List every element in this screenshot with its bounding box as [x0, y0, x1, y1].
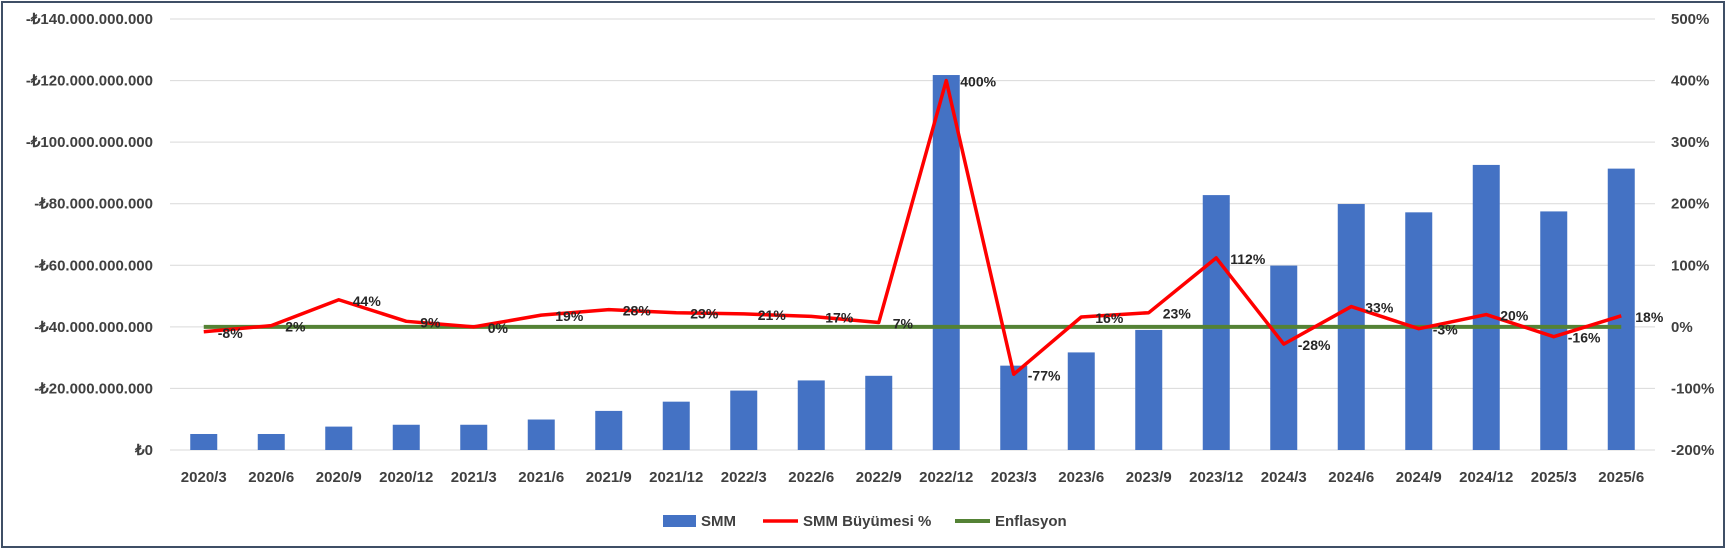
left-tick-label: -₺120.000.000.000 — [26, 73, 153, 90]
smm-bar — [662, 401, 690, 450]
smm-bar — [257, 433, 285, 450]
x-tick-label: 2020/12 — [379, 469, 433, 486]
left-tick-label: -₺80.000.000.000 — [34, 196, 153, 213]
growth-data-label: 112% — [1230, 251, 1266, 267]
right-tick-label: 500% — [1671, 11, 1709, 28]
x-tick-label: 2025/3 — [1531, 469, 1577, 486]
growth-data-label: -16% — [1568, 330, 1601, 346]
right-axis-ticks: -200% -100% 0% 100% 200% 300% 400% 500% — [1671, 11, 1714, 459]
right-tick-label: 200% — [1671, 196, 1709, 213]
left-tick-label: ₺0 — [134, 442, 153, 459]
growth-data-label: 28% — [623, 303, 652, 319]
legend: SMM SMM Büyümesi % Enflasyon — [663, 513, 1067, 530]
smm-bar — [730, 390, 758, 450]
x-tick-label: 2022/12 — [919, 469, 973, 486]
x-tick-label: 2020/3 — [181, 469, 227, 486]
x-tick-label: 2020/9 — [316, 469, 362, 486]
smm-bar — [460, 424, 488, 450]
growth-data-label: 0% — [488, 320, 509, 336]
legend-swatch-smm — [663, 515, 696, 527]
growth-data-label: 9% — [420, 314, 441, 330]
growth-data-label: 21% — [758, 307, 787, 323]
legend-label-inflation: Enflasyon — [995, 513, 1067, 530]
growth-data-label: 18% — [1635, 309, 1664, 325]
left-tick-label: -₺20.000.000.000 — [34, 380, 153, 397]
right-tick-label: -100% — [1671, 380, 1714, 397]
growth-data-label: -28% — [1298, 337, 1331, 353]
x-tick-label: 2023/6 — [1058, 469, 1104, 486]
growth-data-labels: -8% 2% 44% 9% 0% 19% 28% 23% 21% 17% 7% 400% -77% 16%… — [218, 74, 1664, 384]
x-tick-label: 2021/6 — [518, 469, 564, 486]
smm-bar — [595, 410, 623, 450]
smm-bar — [865, 375, 893, 450]
left-tick-label: -₺40.000.000.000 — [34, 319, 153, 336]
right-tick-label: 400% — [1671, 73, 1709, 90]
growth-data-label: 16% — [1095, 310, 1124, 326]
x-tick-label: 2021/9 — [586, 469, 632, 486]
growth-data-label: -3% — [1433, 322, 1458, 338]
smm-bar — [1270, 265, 1298, 450]
growth-data-label: 23% — [1163, 306, 1192, 322]
growth-data-label: 44% — [353, 293, 382, 309]
legend-label-smm: SMM — [701, 513, 736, 530]
smm-bar — [797, 380, 825, 450]
x-tick-label: 2024/12 — [1459, 469, 1513, 486]
growth-data-label: 2% — [285, 319, 306, 335]
growth-data-label: -8% — [218, 325, 243, 341]
smm-bar — [1607, 168, 1635, 450]
x-tick-label: 2024/9 — [1396, 469, 1442, 486]
growth-data-label: 19% — [555, 308, 584, 324]
growth-data-label: 400% — [960, 74, 996, 90]
smm-bar — [932, 75, 960, 450]
left-tick-label: -₺100.000.000.000 — [26, 134, 153, 151]
x-tick-label: 2024/6 — [1328, 469, 1374, 486]
smm-bar — [1472, 164, 1500, 450]
smm-bar — [1067, 352, 1095, 450]
smm-bar — [1405, 212, 1433, 450]
growth-data-label: 7% — [893, 316, 914, 332]
growth-line — [203, 78, 1622, 377]
smm-bars — [190, 75, 1635, 450]
x-tick-label: 2022/3 — [721, 469, 767, 486]
left-tick-label: -₺140.000.000.000 — [26, 11, 153, 28]
smm-bar — [325, 426, 353, 450]
x-tick-label: 2024/3 — [1261, 469, 1307, 486]
x-tick-label: 2023/12 — [1189, 469, 1243, 486]
legend-label-growth: SMM Büyümesi % — [803, 513, 931, 530]
growth-data-label: 23% — [690, 306, 719, 322]
growth-line-path — [203, 78, 1622, 377]
smm-bar — [1000, 365, 1028, 450]
growth-data-label: 17% — [825, 309, 854, 325]
left-tick-label: -₺60.000.000.000 — [34, 257, 153, 274]
x-tick-label: 2021/12 — [649, 469, 703, 486]
x-tick-label: 2025/6 — [1598, 469, 1644, 486]
smm-bar — [1202, 195, 1230, 450]
right-tick-label: 300% — [1671, 134, 1709, 151]
right-tick-label: -200% — [1671, 442, 1714, 459]
right-tick-label: 0% — [1671, 319, 1693, 336]
growth-data-label: 33% — [1365, 300, 1394, 316]
smm-bar — [392, 424, 420, 450]
right-tick-label: 100% — [1671, 257, 1709, 274]
x-tick-label: 2022/9 — [856, 469, 902, 486]
x-tick-label: 2023/9 — [1126, 469, 1172, 486]
growth-data-label: -77% — [1028, 367, 1061, 383]
x-tick-label: 2021/3 — [451, 469, 497, 486]
x-tick-label: 2020/6 — [248, 469, 294, 486]
x-tick-label: 2022/6 — [788, 469, 834, 486]
left-axis-ticks: ₺0 -₺20.000.000.000 -₺40.000.000.000 -₺60.0… — [26, 11, 153, 459]
growth-data-label: 20% — [1500, 308, 1529, 324]
x-tick-label: 2023/3 — [991, 469, 1037, 486]
smm-bar — [1135, 329, 1163, 450]
smm-bar — [527, 419, 555, 450]
x-axis-ticks: 2020/3 2020/6 2020/9 2020/12 2021/3 2021/6 202… — [181, 469, 1644, 486]
smm-bar — [1540, 211, 1568, 450]
smm-bar — [190, 433, 218, 450]
